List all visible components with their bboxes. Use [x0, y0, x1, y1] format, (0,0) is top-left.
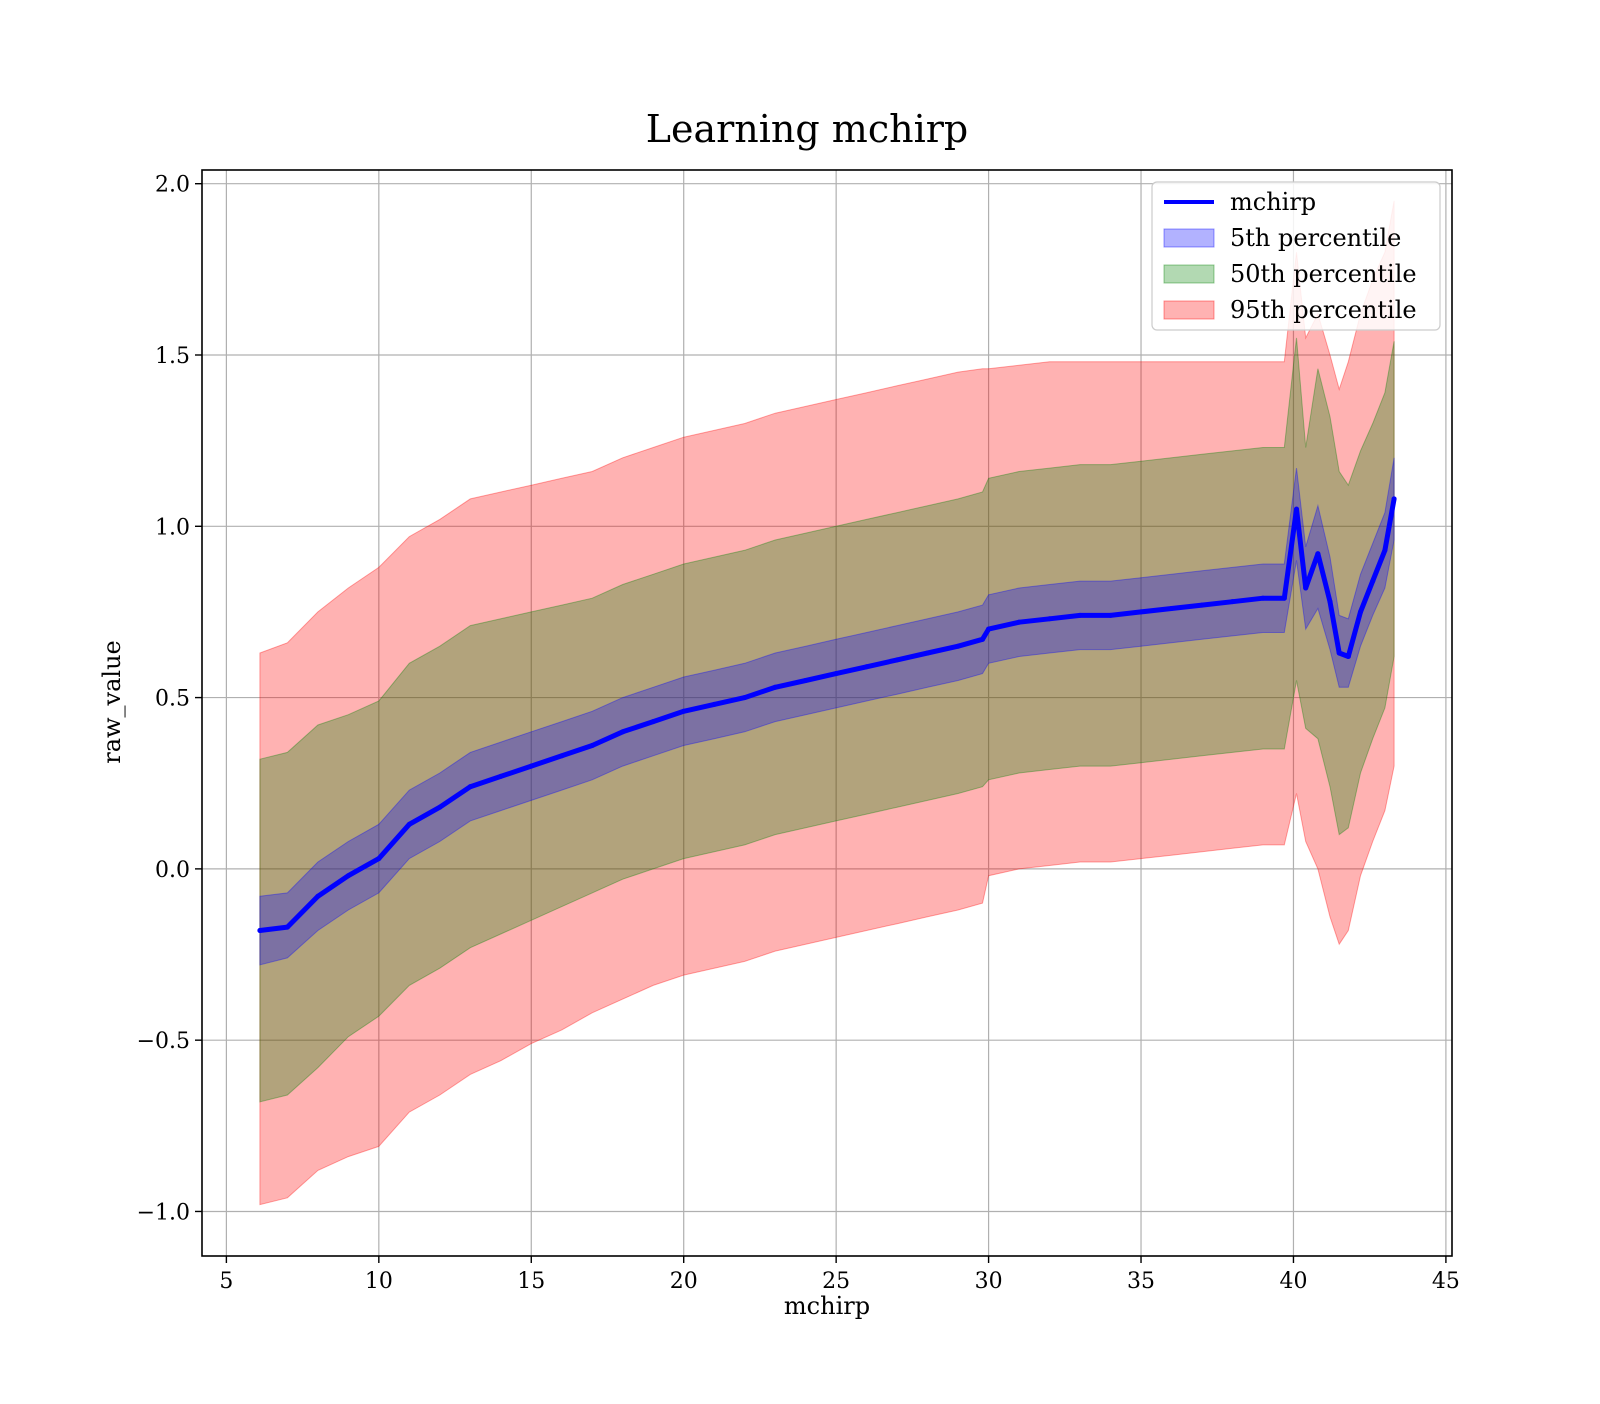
- mchirp-point: [833, 671, 839, 677]
- mchirp-point: [650, 719, 656, 725]
- x-tick-label: 20: [670, 1269, 698, 1294]
- mchirp-point: [1169, 606, 1175, 612]
- mchirp-point: [467, 784, 473, 790]
- mchirp-point: [1391, 496, 1397, 502]
- mchirp-point: [589, 743, 595, 749]
- mchirp-point: [742, 695, 748, 701]
- mchirp-point: [498, 773, 504, 779]
- x-tick-label: 5: [219, 1269, 233, 1294]
- band-50th-percentile: [259, 337, 1395, 1103]
- legend-label: 95th percentile: [1230, 296, 1417, 324]
- mchirp-point: [803, 677, 809, 683]
- mchirp-point: [772, 684, 778, 690]
- legend-swatch-patch: [1163, 300, 1215, 320]
- plot-frame: [201, 169, 1453, 1257]
- axes: 5 10 15 20 25 30 35 40 45 −1.0 −0.5 0.0 0.5 1.0 1.5 2.0: [137, 169, 1460, 1294]
- band-5th-percentile: [259, 457, 1395, 966]
- x-tick-label: 15: [517, 1269, 545, 1294]
- x-tick-label: 10: [365, 1269, 393, 1294]
- mchirp-point: [1294, 506, 1300, 512]
- y-tick-label: 1.5: [155, 344, 190, 369]
- legend: mchirp 5th percentile 50th percentile 95th …: [1151, 181, 1441, 331]
- grid-lines: [202, 170, 1452, 1256]
- y-tick-label: 0.0: [155, 858, 190, 883]
- mchirp-point: [406, 821, 412, 827]
- mchirp-point: [284, 924, 290, 930]
- x-tick-label: 35: [1127, 1269, 1155, 1294]
- mchirp-point: [376, 856, 382, 862]
- mchirp-point: [559, 753, 565, 759]
- mchirp-point: [1303, 585, 1309, 591]
- mchirp-point: [528, 763, 534, 769]
- y-tick-label: −0.5: [137, 1029, 190, 1054]
- x-tick-label: 45: [1432, 1269, 1460, 1294]
- mchirp-point: [1382, 547, 1388, 553]
- y-tick-label: 1.0: [155, 515, 190, 540]
- mchirp-point: [1260, 595, 1266, 601]
- mchirp-point: [986, 626, 992, 632]
- y-tick-label: 0.5: [155, 687, 190, 712]
- x-tick-label: 25: [822, 1269, 850, 1294]
- mchirp-point: [1370, 578, 1376, 584]
- mchirp-point: [1336, 650, 1342, 656]
- mchirp-point: [257, 928, 263, 934]
- mchirp-point: [437, 804, 443, 810]
- mchirp-point: [1016, 619, 1022, 625]
- y-axis-label: raw_value: [98, 640, 126, 764]
- mchirp-point: [1108, 612, 1114, 618]
- legend-label: 50th percentile: [1230, 260, 1417, 288]
- mchirp-point: [925, 650, 931, 656]
- chart-title: Learning mchirp: [646, 107, 968, 151]
- mchirp-point: [620, 729, 626, 735]
- series-lines: [257, 496, 1397, 934]
- mchirp-point: [979, 636, 985, 642]
- mchirp-point: [864, 664, 870, 670]
- x-axis-label: mchirp: [784, 1292, 870, 1320]
- series-line-mchirp: [257, 496, 1397, 933]
- mchirp-point: [894, 657, 900, 663]
- mchirp-point: [1077, 612, 1083, 618]
- mchirp-point: [1358, 609, 1364, 615]
- mchirp-point: [1229, 599, 1235, 605]
- legend-box: [1151, 181, 1441, 331]
- mchirp-point: [315, 893, 321, 899]
- mchirp-point: [681, 708, 687, 714]
- legend-label: 5th percentile: [1230, 224, 1401, 252]
- legend-swatch-patch: [1163, 264, 1215, 284]
- legend-swatch-patch: [1163, 228, 1215, 248]
- mchirp-point: [1138, 609, 1144, 615]
- percentile-bands: [259, 200, 1395, 1206]
- mchirp-point: [711, 701, 717, 707]
- mchirp-point: [955, 643, 961, 649]
- mchirp-point: [1199, 602, 1205, 608]
- mchirp-point: [1327, 599, 1333, 605]
- legend-label: mchirp: [1230, 188, 1316, 216]
- mchirp-point: [345, 873, 351, 879]
- mchirp-point: [1315, 551, 1321, 557]
- y-tick-label: −1.0: [137, 1200, 190, 1225]
- mchirp-point: [1281, 595, 1287, 601]
- band-95th-percentile: [259, 200, 1395, 1206]
- x-tick-label: 40: [1279, 1269, 1307, 1294]
- mchirp-point: [1047, 616, 1053, 622]
- x-tick-label: 30: [975, 1269, 1003, 1294]
- y-tick-label: 2.0: [155, 173, 190, 198]
- mchirp-point: [1345, 653, 1351, 659]
